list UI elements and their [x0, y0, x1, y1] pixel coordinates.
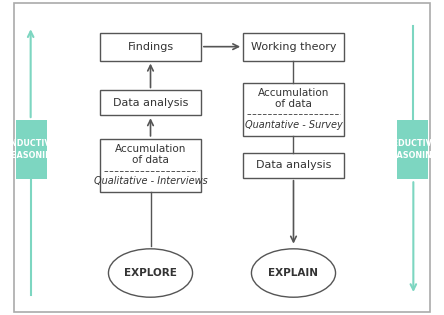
Ellipse shape	[251, 249, 336, 297]
Text: Quantative - Survey: Quantative - Survey	[245, 120, 342, 130]
FancyBboxPatch shape	[243, 83, 344, 136]
Text: DEDUCTIVE
REASONING: DEDUCTIVE REASONING	[385, 139, 439, 160]
Text: INDUCTIVE
REASONING: INDUCTIVE REASONING	[5, 139, 59, 160]
FancyBboxPatch shape	[100, 90, 201, 115]
FancyBboxPatch shape	[100, 33, 201, 61]
Text: Accumulation
of data: Accumulation of data	[115, 144, 186, 165]
Text: EXPLORE: EXPLORE	[124, 268, 177, 278]
Ellipse shape	[108, 249, 193, 297]
Text: Data analysis: Data analysis	[113, 98, 188, 108]
Text: Working theory: Working theory	[251, 42, 336, 52]
FancyBboxPatch shape	[243, 153, 344, 178]
Text: EXPLAIN: EXPLAIN	[269, 268, 318, 278]
Text: Data analysis: Data analysis	[256, 160, 331, 170]
FancyBboxPatch shape	[16, 120, 48, 179]
FancyBboxPatch shape	[14, 3, 430, 312]
Text: Qualitative - Interviews: Qualitative - Interviews	[94, 176, 207, 186]
Text: Accumulation
of data: Accumulation of data	[258, 88, 329, 109]
FancyBboxPatch shape	[396, 120, 428, 179]
Text: Findings: Findings	[127, 42, 174, 52]
FancyBboxPatch shape	[243, 33, 344, 61]
FancyBboxPatch shape	[100, 139, 201, 192]
